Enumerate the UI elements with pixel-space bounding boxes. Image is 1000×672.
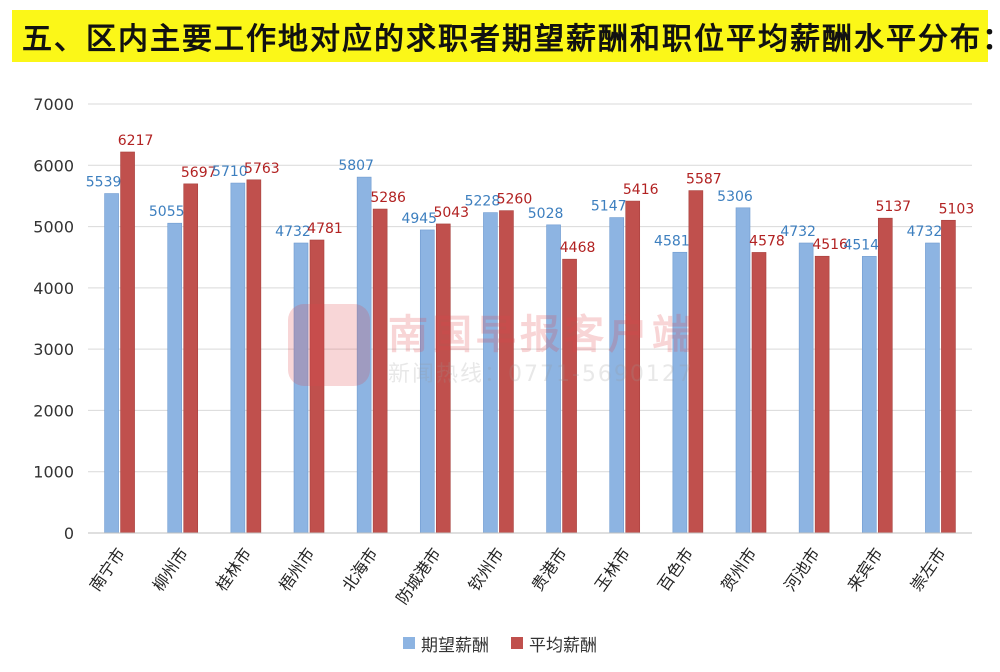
data-label-average: 5416 bbox=[623, 182, 659, 198]
legend-label-expected: 期望薪酬 bbox=[421, 635, 489, 656]
legend-item-expected: 期望薪酬 bbox=[403, 631, 489, 656]
bar-average bbox=[625, 200, 641, 534]
data-label-expected: 5055 bbox=[149, 204, 185, 220]
title-band: 五、区内主要工作地对应的求职者期望薪酬和职位平均薪酬水平分布： bbox=[12, 10, 1000, 62]
y-tick-label: 0 bbox=[64, 524, 74, 543]
x-tick-label: 柳州市 bbox=[149, 544, 192, 594]
data-label-expected: 5807 bbox=[338, 158, 374, 174]
bar-average bbox=[372, 208, 388, 534]
data-label-expected: 4514 bbox=[843, 237, 879, 253]
bar-expected bbox=[546, 224, 561, 534]
x-tick-label: 钦州市 bbox=[465, 544, 508, 594]
data-label-expected: 4732 bbox=[907, 224, 943, 240]
y-tick-label: 5000 bbox=[33, 218, 74, 237]
x-tick-label: 来宾市 bbox=[843, 544, 886, 594]
legend-swatch-expected bbox=[403, 637, 415, 649]
x-tick-label: 百色市 bbox=[654, 544, 697, 594]
bar-expected bbox=[861, 256, 877, 534]
x-tick-label: 防城港市 bbox=[392, 544, 444, 607]
bar-expected bbox=[483, 212, 498, 534]
chart-legend: 期望薪酬 平均薪酬 bbox=[0, 630, 1000, 656]
data-label-expected: 5147 bbox=[591, 199, 627, 215]
x-tick-label: 南宁市 bbox=[86, 544, 129, 594]
bar-expected bbox=[672, 251, 688, 534]
data-label-expected: 5306 bbox=[717, 189, 753, 205]
bar-average bbox=[120, 151, 135, 534]
y-tick-label: 4000 bbox=[33, 279, 74, 298]
data-label-expected: 5028 bbox=[528, 206, 564, 222]
x-tick-label: 梧州市 bbox=[275, 544, 318, 594]
data-label-average: 5587 bbox=[686, 172, 722, 188]
data-label-average: 5763 bbox=[244, 161, 280, 177]
bar-expected bbox=[609, 217, 625, 534]
data-label-expected: 4945 bbox=[401, 211, 437, 227]
data-label-average: 6217 bbox=[118, 133, 154, 149]
y-tick-label: 7000 bbox=[33, 95, 74, 114]
data-label-expected: 5710 bbox=[212, 164, 248, 180]
bar-average bbox=[246, 179, 262, 534]
data-label-average: 4781 bbox=[307, 221, 343, 237]
data-label-expected: 4581 bbox=[654, 233, 690, 249]
x-tick-label: 北海市 bbox=[338, 544, 381, 594]
data-label-average: 5137 bbox=[875, 199, 911, 215]
data-label-average: 5043 bbox=[433, 205, 469, 221]
legend-item-average: 平均薪酬 bbox=[511, 631, 597, 656]
y-tick-label: 2000 bbox=[33, 401, 74, 420]
data-label-expected: 5228 bbox=[465, 194, 501, 210]
bar-expected bbox=[356, 176, 372, 534]
data-label-average: 4468 bbox=[560, 240, 596, 256]
bar-average bbox=[877, 217, 893, 534]
bar-expected bbox=[167, 222, 183, 534]
legend-swatch-average bbox=[511, 637, 523, 649]
data-label-average: 5260 bbox=[497, 192, 533, 208]
bar-expected bbox=[925, 242, 940, 534]
bar-average bbox=[183, 183, 199, 534]
bar-average bbox=[562, 258, 577, 534]
bar-expected bbox=[293, 242, 309, 534]
x-tick-label: 贺州市 bbox=[717, 544, 760, 594]
bar-expected bbox=[104, 193, 119, 534]
bar-expected bbox=[798, 242, 814, 534]
data-label-average: 4578 bbox=[749, 233, 785, 249]
bar-average bbox=[435, 223, 451, 534]
x-tick-label: 贵港市 bbox=[528, 544, 571, 594]
chart-title: 五、区内主要工作地对应的求职者期望薪酬和职位平均薪酬水平分布： bbox=[22, 22, 1000, 57]
bar-average bbox=[309, 239, 325, 534]
y-tick-label: 6000 bbox=[33, 156, 74, 175]
x-tick-label: 崇左市 bbox=[907, 544, 950, 594]
bar-average bbox=[499, 210, 514, 534]
x-tick-label: 河池市 bbox=[780, 544, 823, 594]
data-label-average: 5103 bbox=[939, 201, 975, 217]
y-tick-label: 1000 bbox=[33, 463, 74, 482]
data-label-average: 5286 bbox=[370, 190, 406, 206]
data-label-average: 5697 bbox=[181, 165, 217, 181]
bar-expected bbox=[419, 229, 435, 534]
bar-average bbox=[814, 255, 830, 534]
data-label-average: 4516 bbox=[812, 237, 848, 253]
bar-average bbox=[751, 252, 767, 534]
bar-expected bbox=[735, 207, 751, 534]
x-tick-label: 玉林市 bbox=[591, 544, 634, 594]
bar-average bbox=[941, 219, 956, 534]
legend-label-average: 平均薪酬 bbox=[529, 635, 597, 656]
data-label-expected: 4732 bbox=[275, 224, 311, 240]
y-tick-label: 3000 bbox=[33, 340, 74, 359]
data-label-expected: 4732 bbox=[780, 224, 816, 240]
data-label-expected: 5539 bbox=[86, 175, 122, 191]
bar-average bbox=[688, 190, 704, 534]
bar-expected bbox=[230, 182, 246, 534]
x-tick-label: 桂林市 bbox=[212, 544, 255, 594]
bar-chart: 0 1000 2000 3000 4000 5000 6000 7000 5539 6217 南宁市… bbox=[33, 95, 975, 608]
